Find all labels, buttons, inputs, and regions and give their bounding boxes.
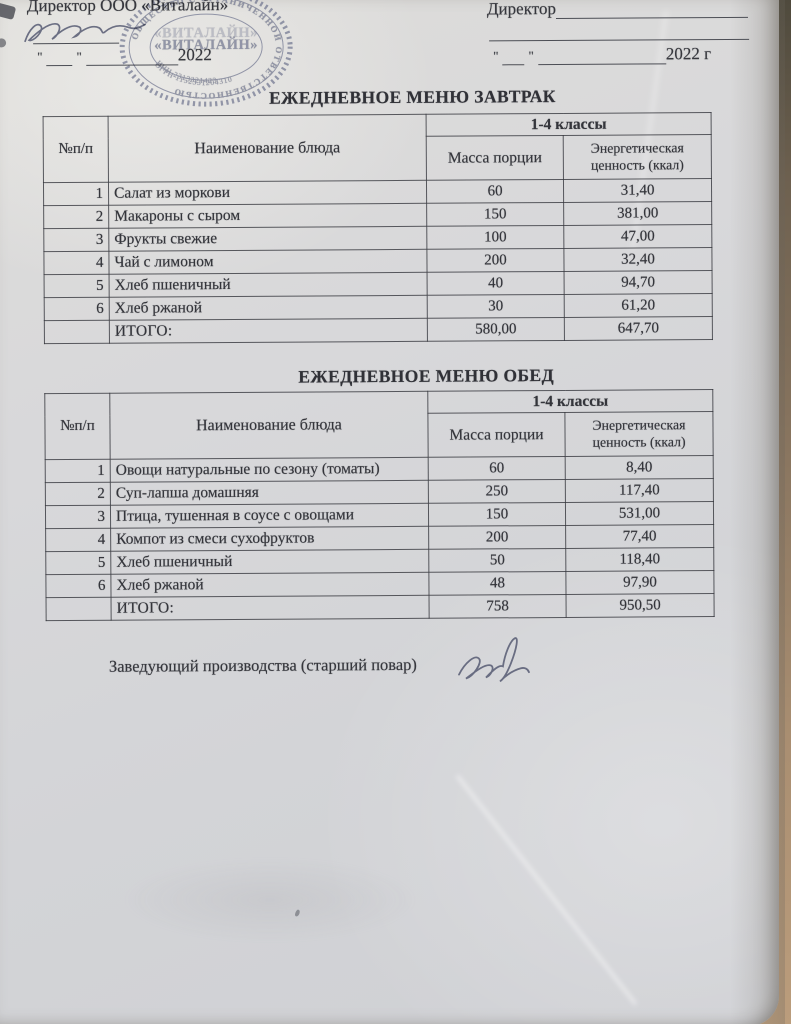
stamp-center-text: «ВИТАЛАЙН»	[154, 36, 258, 54]
total-label: ИТОГО:	[111, 595, 430, 621]
total-mass: 580,00	[427, 317, 565, 342]
dish-name: Фрукты свежие	[108, 226, 427, 252]
dish-name: Птица, тушенная в соусе с овощами	[110, 503, 429, 529]
dish-energy: 77,40	[565, 524, 714, 549]
dish-energy: 97,90	[565, 570, 715, 595]
dish-energy: 94,70	[564, 270, 713, 295]
total-energy: 950,50	[566, 593, 715, 618]
director-handwritten-signature	[24, 23, 146, 43]
col-header-energy: Энергетическая ценность (ккал)	[563, 134, 712, 180]
dish-energy: 531,00	[565, 501, 714, 526]
paper-crease	[60, 840, 480, 960]
row-num	[44, 320, 110, 344]
row-num: 3	[43, 228, 109, 252]
dish-name: Овощи натуральные по сезону (томаты)	[110, 457, 429, 483]
dish-energy: 31,40	[563, 178, 712, 203]
dish-name: Чай с лимоном	[108, 249, 428, 275]
row-num: 4	[43, 251, 110, 275]
quote-mark: "	[76, 48, 82, 64]
dish-name: Хлеб пшеничный	[110, 549, 429, 575]
row-num: 3	[45, 505, 111, 529]
signature-line-left	[33, 26, 120, 45]
paper-smudge	[0, 1, 17, 20]
col-header-mass: Масса порции	[427, 412, 566, 458]
row-num: 4	[45, 528, 111, 552]
dish-energy: 47,00	[563, 224, 712, 249]
paper-speck	[294, 909, 301, 918]
total-energy: 647,70	[564, 316, 713, 341]
dish-mass: 150	[428, 502, 566, 527]
total-mass: 758	[429, 594, 567, 619]
lunch-title: ЕЖЕДНЕВНОЕ МЕНЮ ОБЕД	[298, 365, 555, 387]
col-header-name: Наименование блюда	[108, 114, 427, 183]
quote-mark: "	[37, 49, 43, 65]
col-header-num: №п/п	[43, 116, 109, 183]
dish-name: Хлеб ржаной	[109, 295, 428, 321]
dish-energy: 32,40	[563, 247, 713, 272]
dish-mass: 200	[426, 248, 565, 273]
breakfast-table: №п/п Наименование блюда 1-4 классы Масса…	[43, 112, 713, 344]
chef-handwritten-signature	[458, 637, 530, 683]
year-right: 2022 г	[665, 44, 712, 64]
dish-name: Хлеб ржаной	[110, 572, 430, 598]
lunch-table: №п/п Наименование блюда 1-4 классы Масса…	[44, 389, 715, 621]
col-header-name: Наименование блюда	[109, 391, 429, 460]
dish-name: Макароны с сыром	[108, 203, 427, 229]
paper-smudge	[0, 38, 7, 48]
date-line-right: " " 2022 г	[489, 44, 712, 66]
row-num: 5	[45, 551, 111, 575]
paper-edge-shadow	[730, 0, 785, 1024]
breakfast-title: ЕЖЕДНЕВНОЕ МЕНЮ ЗАВТРАК	[269, 86, 556, 108]
row-num: 6	[44, 297, 110, 321]
dish-mass: 60	[426, 179, 564, 204]
dish-mass: 50	[428, 548, 566, 573]
dish-energy: 381,00	[563, 201, 712, 226]
row-num	[46, 597, 112, 621]
col-header-mass: Масса порции	[426, 135, 564, 181]
approval-block-right: Директор	[486, 0, 755, 20]
stamp-center-ghost: «ВИТАЛАЙН»	[154, 24, 258, 42]
dish-name: Хлеб пшеничный	[109, 272, 428, 298]
row-num: 1	[43, 182, 109, 206]
col-header-group: 1-4 классы	[427, 389, 713, 414]
dish-mass: 48	[428, 571, 567, 596]
dish-name: Суп-лапша домашняя	[110, 480, 429, 506]
dish-energy: 8,40	[565, 455, 714, 480]
chef-signature-label: Заведующий производства (старший повар)	[108, 654, 417, 676]
quote-mark: "	[493, 48, 499, 64]
signature-line-right	[489, 22, 750, 42]
dish-name: Компот из смеси сухофруктов	[110, 526, 429, 552]
row-num: 6	[45, 574, 112, 598]
total-label: ИТОГО:	[109, 318, 428, 344]
dish-mass: 30	[427, 294, 565, 319]
director-right-label: Директор	[486, 0, 556, 19]
dish-energy: 117,40	[565, 478, 714, 503]
dish-mass: 40	[427, 271, 565, 296]
total-row: ИТОГО: 758 950,50	[46, 593, 715, 621]
dish-mass: 60	[428, 456, 566, 481]
col-header-group: 1-4 классы	[426, 112, 712, 137]
dish-mass: 200	[428, 525, 566, 550]
dish-mass: 150	[426, 202, 564, 227]
dish-energy: 61,20	[564, 293, 713, 318]
total-row: ИТОГО: 580,00 647,70	[44, 316, 713, 344]
row-num: 2	[43, 205, 109, 229]
row-num: 5	[44, 274, 110, 298]
company-round-stamp: ОБЩЕСТВО С ОГРАНИЧЕННОЙ ОТВЕТСТВЕННОСТЬЮ…	[119, 0, 293, 107]
dish-mass: 250	[428, 479, 566, 504]
quote-mark: "	[528, 48, 534, 64]
col-header-energy: Энергетическая ценность (ккал)	[564, 411, 714, 457]
row-num: 1	[45, 459, 111, 483]
dish-mass: 100	[426, 225, 564, 250]
row-num: 2	[45, 482, 111, 506]
dish-energy: 118,40	[565, 547, 714, 572]
col-header-num: №п/п	[44, 393, 111, 460]
dish-name: Салат из моркови	[108, 180, 427, 206]
